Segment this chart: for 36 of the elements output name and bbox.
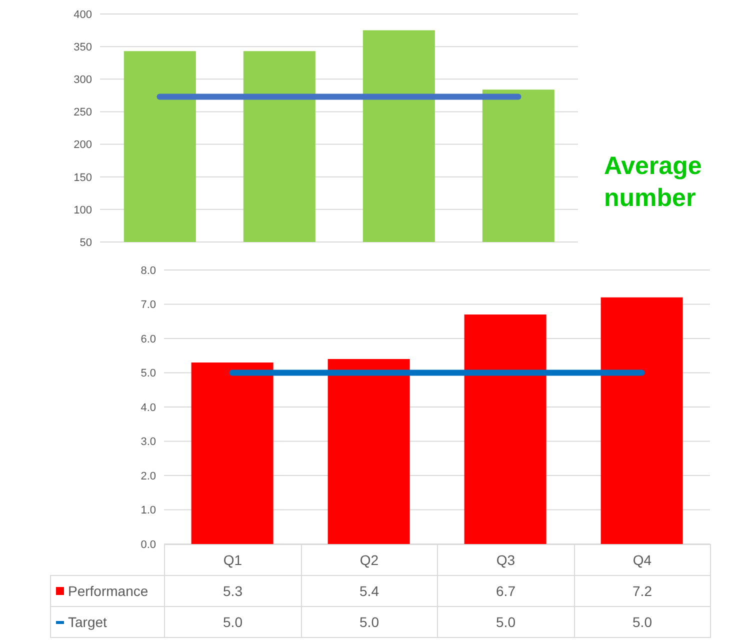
bar: [328, 359, 410, 544]
x-tick-label: Q4: [574, 544, 711, 576]
data-label: 5.0: [300, 606, 438, 638]
text: Average number: [604, 151, 703, 214]
y-tick-label: 300: [74, 74, 92, 86]
y-tick-label: 8.0: [140, 264, 156, 277]
y-tick-label: 350: [74, 41, 92, 54]
y-tick-label: 250: [74, 106, 92, 119]
legend-label: Performance: [50, 575, 165, 607]
data-label: 5.3: [164, 575, 302, 607]
y-tick-label: 100: [74, 204, 92, 216]
data-label: 6.7: [437, 575, 574, 607]
y-tick-label: 1.0: [140, 504, 156, 517]
y-tick-label: 50: [80, 236, 92, 249]
bar: [191, 362, 274, 544]
data-label: 5.0: [437, 606, 574, 638]
y-tick-label: 400: [74, 8, 92, 21]
data-label: 5.0: [574, 606, 711, 638]
y-tick-label: 2.0: [140, 470, 156, 482]
x-tick-label: Q3: [437, 544, 574, 576]
y-tick-label: 4.0: [140, 402, 156, 414]
data-label: 5.0: [164, 606, 302, 638]
y-tick-label: 6.0: [140, 333, 156, 346]
bar: [464, 314, 546, 544]
y-tick-label: 7.0: [140, 299, 156, 312]
y-tick-label: 5.0: [140, 368, 156, 380]
data-label: 5.4: [300, 575, 438, 607]
legend-label: Target: [50, 606, 165, 638]
y-tick-label: 3.0: [140, 436, 156, 448]
x-tick-label: Q2: [300, 544, 438, 576]
y-tick-label: 0.0: [140, 538, 156, 551]
bar: [600, 297, 683, 544]
data-label: 7.2: [574, 575, 711, 607]
y-tick-label: 200: [74, 139, 92, 152]
y-tick-label: 150: [74, 172, 92, 184]
x-tick-label: Q1: [164, 544, 302, 576]
